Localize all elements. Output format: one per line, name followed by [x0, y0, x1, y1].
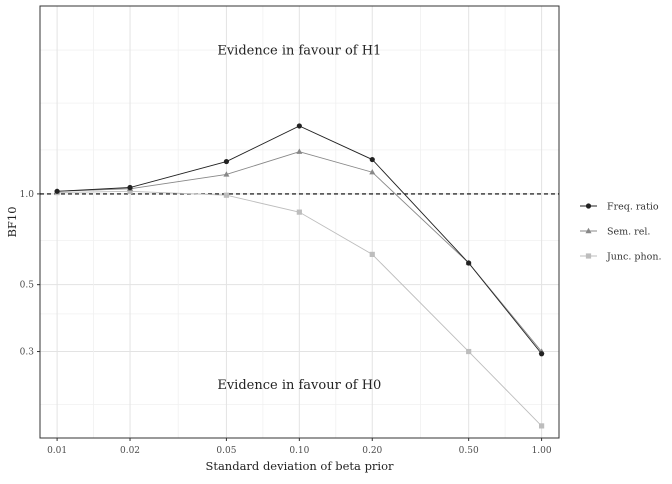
data-point: [369, 156, 375, 163]
data-point: [296, 209, 302, 215]
data-point: [54, 188, 60, 194]
data-point: [296, 148, 303, 154]
legend-label: Junc. phon.: [606, 252, 661, 263]
x-tick-label: 0.02: [120, 446, 140, 456]
x-tick-label: 0.10: [289, 446, 309, 456]
annotation-text: Evidence in favour of H1: [217, 43, 381, 58]
x-axis: 0.01 0.02 0.05 0.10 0.20 0.50 1.00: [47, 438, 552, 456]
data-point: [538, 423, 545, 429]
legend-item: Sem. rel.: [580, 227, 650, 238]
legend: Freq. ratio Sem. rel. Junc. phon.: [580, 202, 661, 263]
data-point: [369, 169, 376, 175]
x-tick-label: 0.50: [459, 446, 479, 456]
annotation-text: Evidence in favour of H0: [217, 378, 381, 393]
x-tick-label: 0.05: [216, 446, 236, 456]
legend-key-marker: [585, 227, 592, 234]
y-axis: 0.3 0.5 1.0: [20, 190, 40, 358]
data-point: [296, 123, 302, 129]
x-tick-label: 0.01: [47, 446, 67, 456]
x-tick-label: 1.00: [532, 446, 552, 456]
data-point: [223, 158, 230, 165]
legend-item: Freq. ratio: [580, 202, 659, 213]
grid-lines: [40, 6, 559, 438]
legend-item: Junc. phon.: [580, 252, 661, 263]
x-tick-label: 0.20: [362, 446, 382, 456]
legend-label: Freq. ratio: [607, 202, 659, 213]
data-point: [223, 192, 230, 198]
legend-key-marker: [585, 253, 592, 259]
x-axis-title: Standard deviation of beta prior: [205, 459, 394, 473]
data-point: [466, 348, 472, 355]
y-tick-label: 0.3: [20, 348, 35, 358]
data-point: [369, 251, 375, 257]
data-point: [127, 184, 133, 191]
legend-key-marker: [585, 203, 592, 209]
y-axis-title: BF10: [5, 206, 19, 237]
y-tick-label: 1.0: [20, 190, 35, 200]
y-tick-label: 0.5: [20, 281, 35, 291]
data-point: [127, 188, 133, 194]
data-point: [223, 171, 230, 177]
data-point: [466, 260, 472, 266]
data-point: [538, 351, 545, 357]
series-0: [54, 123, 545, 357]
legend-label: Sem. rel.: [607, 227, 650, 238]
